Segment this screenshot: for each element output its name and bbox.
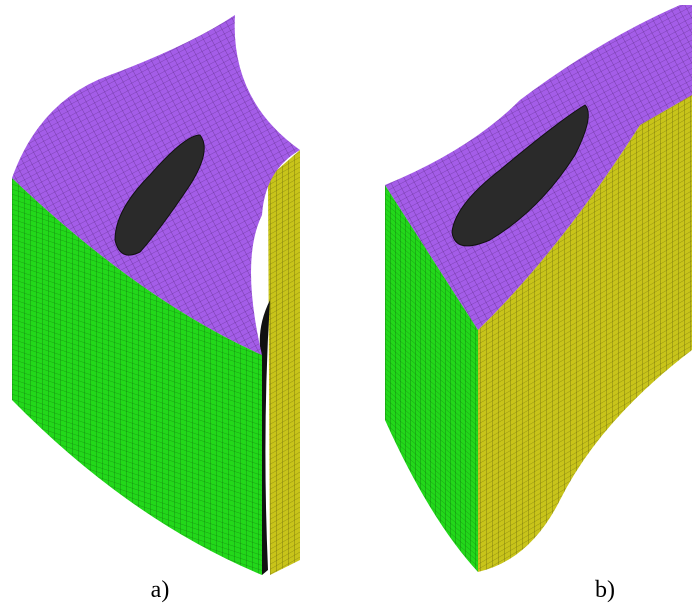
- side-face: [268, 150, 300, 575]
- panel-a: a): [12, 15, 300, 603]
- panel-b: b): [385, 5, 692, 603]
- figure: a) b): [0, 0, 692, 608]
- panel-label: a): [151, 577, 170, 603]
- panel-label: b): [595, 577, 615, 603]
